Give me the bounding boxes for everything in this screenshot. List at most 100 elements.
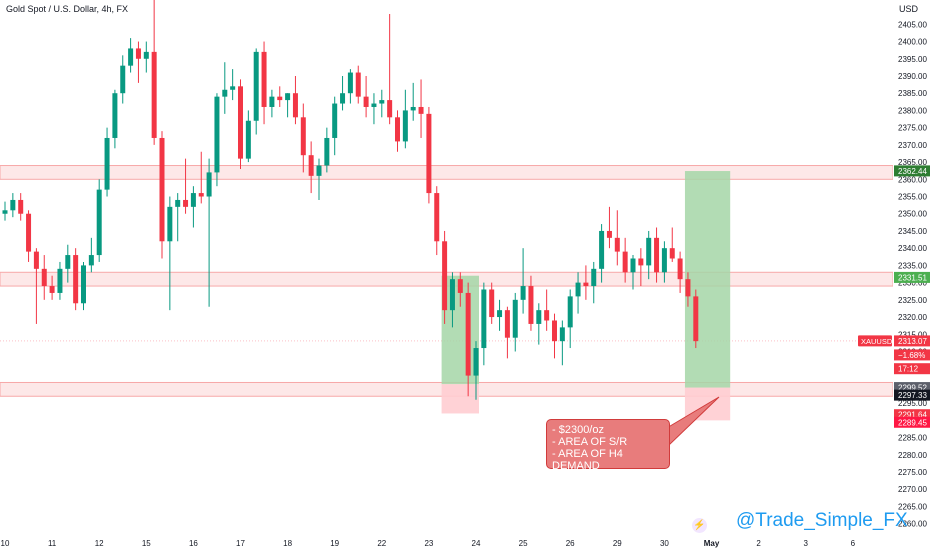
candle	[104, 127, 110, 197]
price-tick-label: 2260.00	[898, 520, 927, 529]
candle	[363, 75, 369, 118]
candle-body	[292, 93, 298, 118]
candle	[418, 79, 424, 138]
candle-body	[190, 193, 196, 207]
candle-body	[222, 89, 228, 97]
candle	[57, 261, 63, 300]
chart-title: Gold Spot / U.S. Dollar, 4h, FX	[6, 4, 129, 14]
candle	[151, 0, 157, 145]
candle-body	[685, 279, 691, 297]
candle	[128, 38, 134, 73]
candle-body	[465, 292, 471, 376]
candle-body	[536, 310, 542, 324]
candle	[198, 151, 204, 204]
candle-body	[135, 48, 141, 59]
candle-body	[253, 51, 259, 121]
candle-body	[159, 137, 165, 242]
candle	[292, 75, 298, 125]
candle-body	[528, 286, 534, 324]
price-badge-label: 2331.51	[898, 273, 927, 282]
candle	[591, 261, 597, 304]
time-tick-label: 19	[330, 539, 339, 548]
price-badge	[894, 389, 930, 401]
price-badge-label: 2291.64	[898, 411, 927, 420]
candle-body	[49, 286, 55, 293]
annotation-callout[interactable]: - $2300/oz - AREA OF S/R - AREA OF H4 DE…	[546, 419, 670, 472]
candle	[49, 275, 55, 300]
candle-body	[677, 258, 683, 280]
candle-body	[379, 100, 385, 104]
candle	[245, 110, 251, 163]
candle-body	[316, 165, 322, 176]
candle	[457, 272, 463, 307]
time-tick-label: 30	[660, 539, 669, 548]
candle	[347, 69, 353, 104]
candle-body	[245, 120, 251, 159]
candle-body	[638, 258, 644, 266]
candle-body	[646, 237, 652, 266]
resistance-zone	[0, 165, 894, 180]
candle-body	[387, 100, 393, 118]
candle-body	[308, 155, 314, 176]
watermark-text: @Trade_Simple_FX	[736, 510, 908, 531]
candle	[442, 230, 448, 324]
price-tick-label: 2295.00	[898, 399, 927, 408]
candle	[512, 292, 518, 352]
candle-body	[41, 268, 47, 287]
price-badge	[894, 409, 930, 421]
time-tick-label: 15	[142, 539, 151, 548]
candle	[410, 82, 416, 121]
candle	[669, 227, 675, 262]
candle-body	[504, 310, 510, 338]
candle-body	[33, 251, 39, 269]
candle	[332, 96, 338, 156]
lightning-icon[interactable]: ⚡	[692, 518, 707, 533]
price-badge-label: 2299.52	[898, 384, 927, 393]
candle-body	[559, 327, 565, 342]
candle-body	[206, 172, 212, 197]
callout-line-2: - AREA OF S/R	[552, 436, 628, 448]
candle-body	[395, 117, 400, 142]
candle	[449, 272, 455, 328]
price-tick-label: 2340.00	[898, 244, 927, 253]
candle-body	[324, 137, 330, 166]
candle-body	[489, 289, 495, 318]
price-tick-label: 2375.00	[898, 124, 927, 133]
candle	[559, 320, 565, 366]
candle-body	[2, 210, 8, 214]
price-badge	[894, 382, 930, 394]
candle	[622, 237, 628, 283]
candle-body	[449, 279, 455, 311]
price-badge	[894, 363, 930, 375]
price-tick-label: 2315.00	[898, 330, 927, 339]
candle	[402, 89, 408, 149]
candle	[473, 341, 479, 400]
time-tick-label: 18	[283, 539, 292, 548]
candle-body	[65, 255, 71, 269]
candle	[638, 248, 644, 287]
callout-line-1: - $2300/oz	[552, 424, 604, 436]
candle-body	[622, 251, 628, 273]
candle-body	[552, 320, 557, 342]
candle-body	[402, 110, 408, 142]
candle	[654, 227, 660, 283]
candle-body	[669, 248, 675, 259]
candle	[630, 255, 636, 290]
price-tick-label: 2345.00	[898, 227, 927, 236]
time-tick-label: 17	[236, 539, 245, 548]
time-tick-label: 22	[377, 539, 386, 548]
candle	[112, 89, 118, 149]
candle	[18, 193, 24, 221]
candle	[206, 158, 212, 307]
candle	[552, 313, 557, 359]
candle	[465, 282, 471, 397]
candle-body	[104, 137, 110, 190]
candle-body	[183, 199, 189, 207]
candle-body	[520, 286, 526, 300]
price-tick-label: 2330.00	[898, 279, 927, 288]
candle	[2, 201, 8, 221]
price-tick-label: 2395.00	[898, 55, 927, 64]
price-badge	[894, 271, 930, 283]
